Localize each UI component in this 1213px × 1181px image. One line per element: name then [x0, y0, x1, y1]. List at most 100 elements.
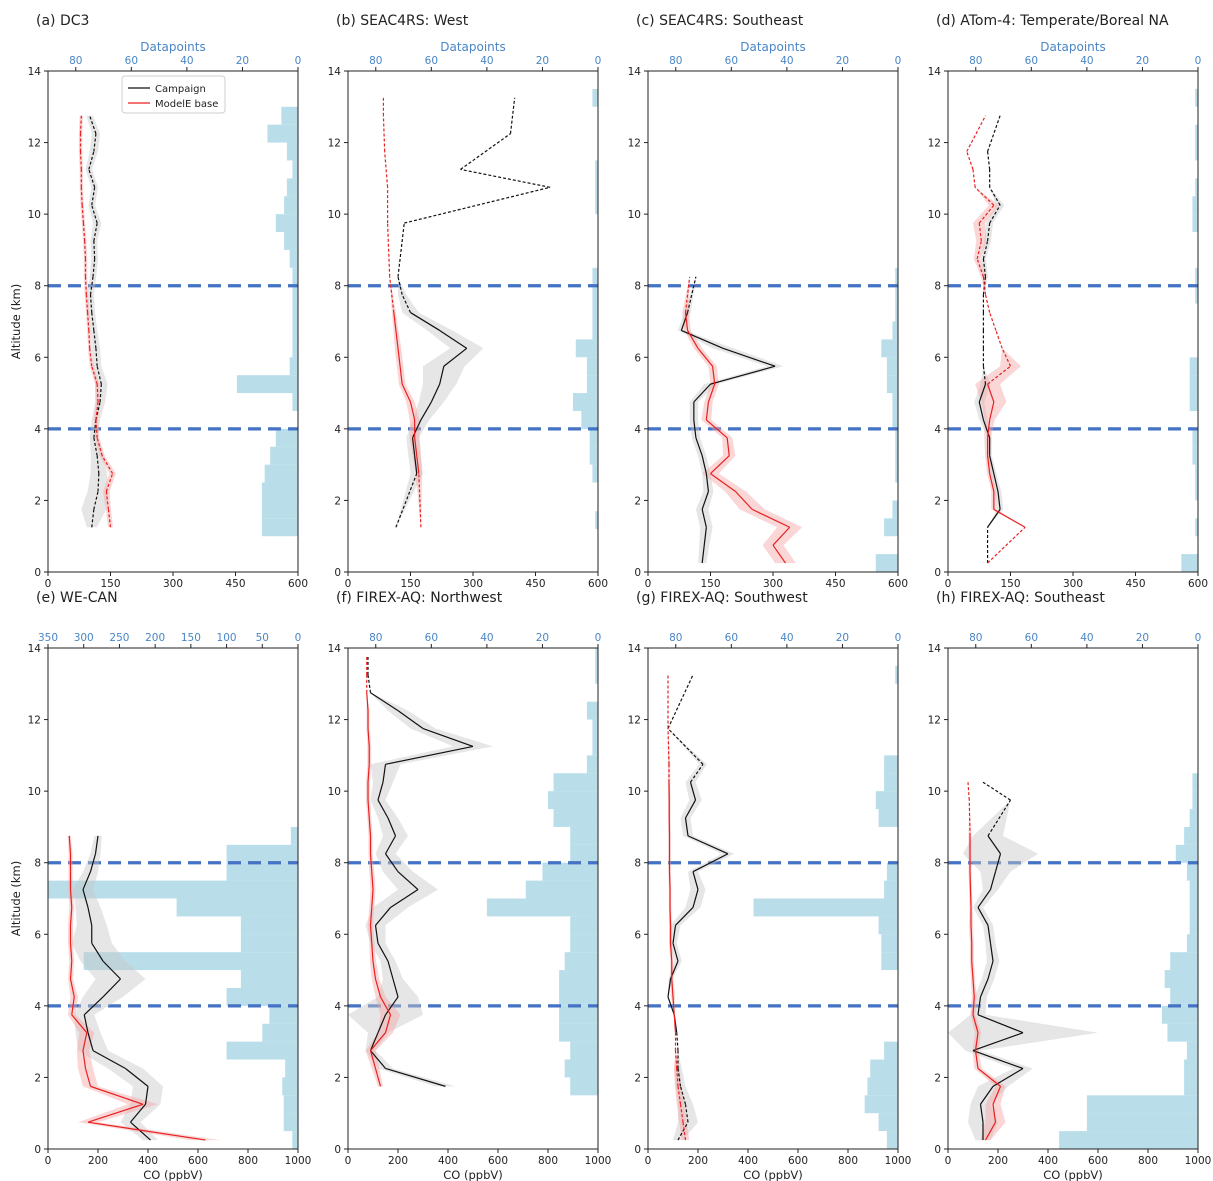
model-line-segment [726, 437, 730, 456]
campaign-line-segment [369, 1032, 379, 1051]
model-line-segment [366, 692, 369, 711]
datapoints-bar [240, 916, 298, 935]
panel-c: 0 150 300 450 600 0 2 4 6 8 10 12 14 80 60 40 20 0 (c) SEA… [628, 13, 908, 590]
campaign-line-segment [982, 240, 989, 260]
model-line-segment [95, 419, 98, 438]
datapoints-bar [1192, 214, 1198, 233]
model-line-segment [705, 419, 728, 439]
datapoints-bar [592, 285, 598, 304]
model-line-segment [966, 115, 987, 152]
datapoints-bar [559, 987, 598, 1006]
datapoints-bar [1161, 1005, 1198, 1024]
datapoints-bar [1186, 934, 1198, 953]
x2-tick-label: 40 [480, 632, 493, 644]
campaign-line-segment [978, 383, 987, 403]
datapoints-bar [284, 232, 298, 250]
model-line-segment [69, 961, 73, 980]
y-tick-label: 10 [628, 209, 641, 221]
datapoints-bar [592, 88, 598, 107]
campaign-line-segment [411, 437, 416, 456]
datapoints-bar [559, 1005, 598, 1024]
x-axis-label: CO (ppbV) [443, 1168, 502, 1181]
plot-frame [947, 70, 1199, 573]
y-tick-label: 10 [628, 786, 641, 798]
campaign-line-segment [93, 419, 97, 438]
y-tick-label: 0 [34, 1144, 41, 1156]
campaign-line-segment [667, 728, 704, 765]
datapoints-bar [886, 862, 898, 881]
y-tick-label: 12 [928, 138, 941, 150]
campaign-line-segment [692, 871, 699, 890]
datapoints-bar [1189, 375, 1198, 394]
datapoints-bar [886, 375, 898, 394]
campaign-line-segment [377, 942, 389, 962]
campaign-line-segment [82, 871, 92, 890]
campaign-line-segment [686, 276, 697, 313]
x2-tick-label: 20 [1136, 55, 1149, 67]
model-line-segment [992, 1086, 1002, 1105]
y-tick-label: 8 [334, 858, 341, 870]
datapoints-bar [895, 267, 898, 286]
campaign-line-segment [97, 473, 100, 492]
campaign-line-segment [687, 835, 729, 855]
model-line-segment [684, 312, 689, 331]
datapoints-bar [1195, 267, 1198, 286]
model-line-segment [669, 907, 672, 926]
x2-tick-label: 100 [217, 632, 237, 644]
y-tick-label: 12 [28, 715, 41, 727]
x2-tick-label: 60 [125, 55, 138, 67]
y-tick-label: 4 [634, 424, 641, 436]
model-line-segment [687, 330, 699, 349]
x2-tick-label: 20 [536, 55, 549, 67]
model-line-segment [989, 473, 995, 492]
y-tick-label: 14 [628, 643, 642, 655]
datapoints-bar [886, 357, 898, 376]
datapoints-bar [870, 1059, 898, 1078]
datapoints-bar [226, 844, 298, 863]
x2-tick-label: 20 [836, 55, 849, 67]
datapoints-bar [292, 321, 298, 340]
datapoints-bar [1189, 809, 1198, 827]
campaign-spread [948, 782, 1098, 1141]
y-tick-label: 0 [934, 1144, 941, 1156]
model-line-segment [671, 978, 674, 997]
y-tick-label: 6 [34, 929, 41, 941]
datapoints-bar [283, 1095, 298, 1114]
x-tick-label: 600 [1188, 578, 1208, 590]
x2-tick-label: 0 [1195, 55, 1202, 67]
model-line-segment [674, 1050, 678, 1069]
datapoints-bar [261, 500, 298, 519]
x-tick-label: 450 [525, 578, 545, 590]
legend-label: Campaign [155, 84, 206, 95]
y-tick-label: 14 [28, 643, 42, 655]
campaign-line-segment [994, 853, 1002, 872]
datapoints-bar [283, 1113, 298, 1132]
x-tick-label: 600 [888, 578, 908, 590]
x-tick-label: 800 [1138, 1155, 1158, 1167]
x2-tick-label: 0 [1195, 632, 1202, 644]
model-line-segment [971, 961, 974, 980]
datapoints-bar [240, 970, 298, 988]
datapoints-bar [586, 357, 598, 376]
model-line-segment [705, 401, 710, 420]
campaign-line-segment [384, 835, 397, 855]
datapoints-bar [1195, 285, 1198, 304]
campaign-line-segment [695, 437, 703, 456]
campaign-line-segment [675, 907, 694, 926]
datapoints-bar [595, 160, 598, 179]
model-line-segment [676, 1068, 679, 1087]
panel-title: (d) ATom-4: Temperate/Boreal NA [936, 13, 1169, 29]
campaign-line-segment [89, 115, 97, 134]
model-line-segment [367, 800, 370, 819]
campaign-spread [395, 97, 551, 528]
campaign-line-segment [977, 889, 991, 908]
campaign-line-segment [989, 204, 1001, 224]
datapoints-bar [595, 665, 598, 684]
datapoints-bar [592, 267, 598, 286]
campaign-line-segment [96, 366, 102, 385]
x-tick-label: 600 [1088, 1155, 1108, 1167]
campaign-line-segment [377, 1014, 387, 1033]
model-line-segment [370, 1032, 386, 1051]
datapoints-bar [895, 303, 898, 322]
datapoints-bar [1195, 178, 1198, 197]
